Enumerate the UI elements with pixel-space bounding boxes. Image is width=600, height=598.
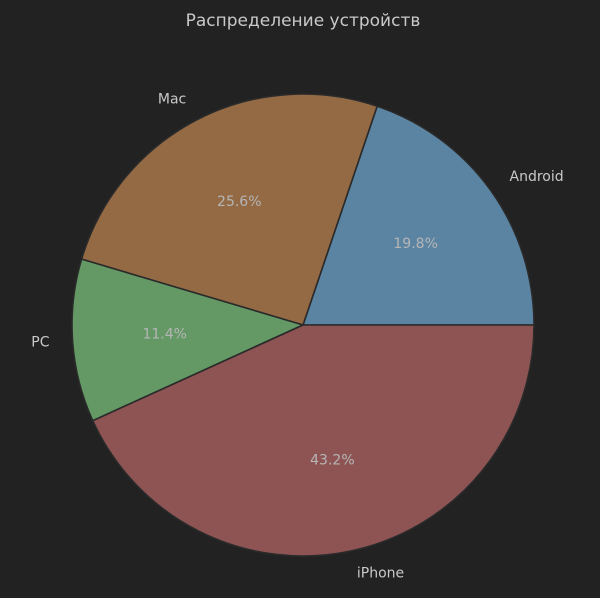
pie-slice-iphone xyxy=(91,324,535,557)
slice-percent-pc: 11.4% xyxy=(142,327,186,343)
pie-slice-mac xyxy=(80,93,379,326)
slice-percent-mac: 25.6% xyxy=(217,194,261,210)
slice-label-iphone: iPhone xyxy=(357,565,404,581)
slice-percent-iphone: 43.2% xyxy=(310,452,354,468)
slice-percent-android: 19.8% xyxy=(393,236,437,252)
pie-slice-android xyxy=(301,105,535,326)
slice-label-pc: PC xyxy=(31,335,49,351)
slice-label-android: Android xyxy=(510,169,564,185)
slice-label-mac: Mac xyxy=(158,91,186,107)
pie-slice-pc xyxy=(71,258,306,422)
pie-slices xyxy=(71,93,535,557)
pie-labels: Android 19.8% Mac 25.6% PC 11.4% iPhone 43.2% xyxy=(31,91,563,581)
chart-title: Распределение устройств xyxy=(186,11,421,31)
